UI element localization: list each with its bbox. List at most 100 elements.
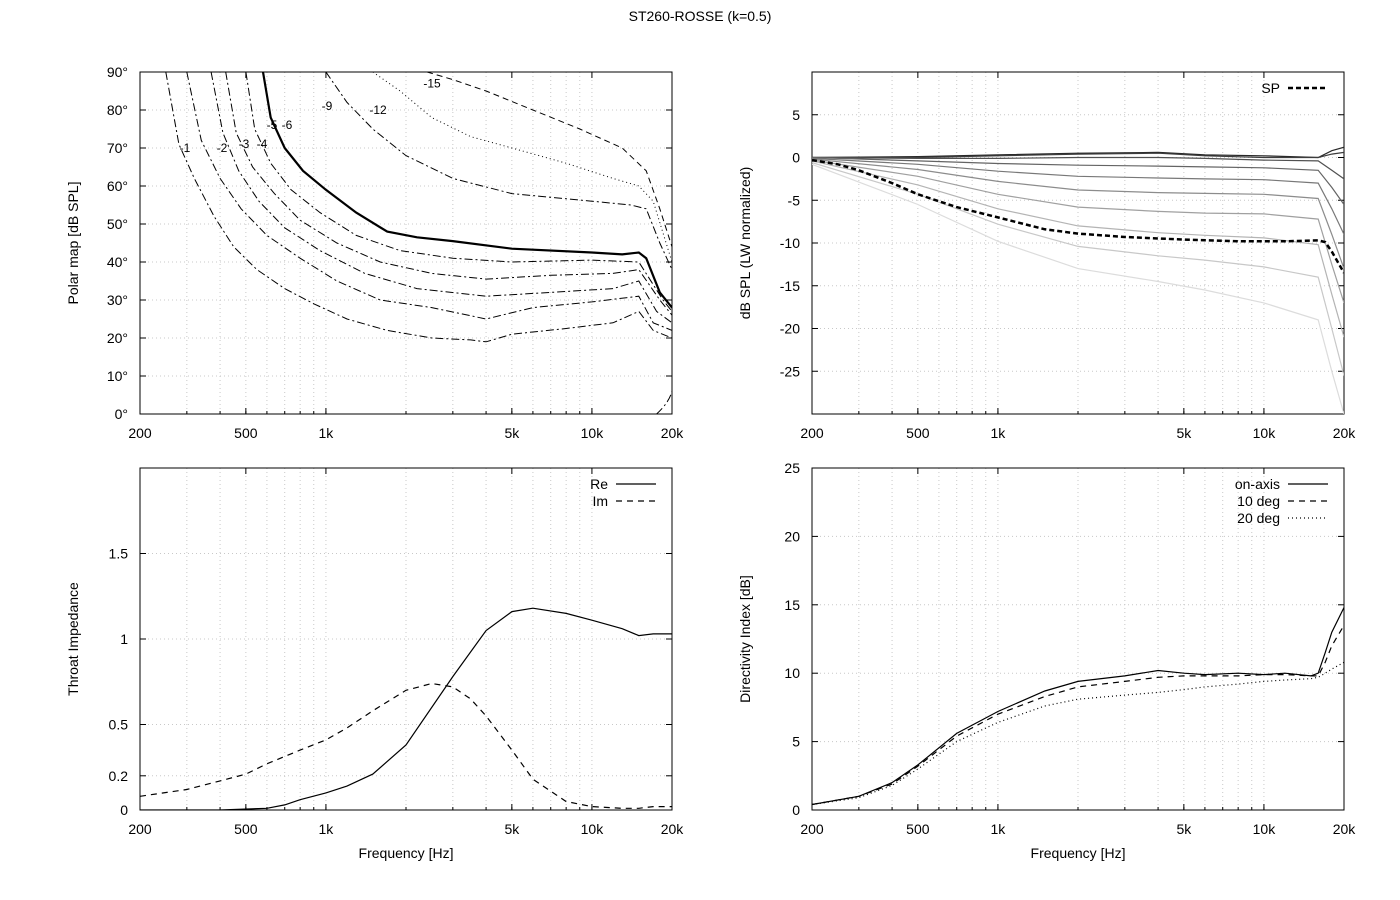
x-tick-label: 500 [234, 425, 258, 441]
contour-label: -3 [239, 137, 250, 151]
y-tick-label: 0 [120, 802, 128, 818]
series-line [140, 607, 672, 810]
angle-curve [812, 160, 1344, 338]
x-tick-label: 500 [906, 821, 930, 837]
y-tick-label: -20 [780, 321, 800, 337]
y-tick-label: 25 [784, 460, 800, 476]
legend-label: Re [590, 476, 608, 492]
di-plot-area [812, 607, 1344, 806]
legend-label: 10 deg [1237, 493, 1280, 509]
x-tick-label: 10k [581, 425, 605, 441]
x-tick-label: 10k [1253, 425, 1277, 441]
y-tick-label: 0 [792, 802, 800, 818]
angle-curve [812, 156, 1344, 180]
angle-curve [812, 163, 1344, 414]
polar-map-panel: 200 500 1k 5k 10k 20k 0° 10° 20° 30° 40° 50° 60° 70° 8… [65, 64, 684, 441]
y-tick-label: 15 [784, 597, 800, 613]
contour-label: -1 [180, 141, 191, 155]
contour-line [245, 72, 672, 312]
y-tick-label: 80° [107, 102, 128, 118]
y-tick-label: 50° [107, 216, 128, 232]
polar-grid [140, 72, 672, 414]
angle-curve [812, 158, 1344, 269]
y-tick-label: 70° [107, 140, 128, 156]
angle-curve [812, 162, 1344, 376]
x-tick-label: 500 [234, 821, 258, 837]
polar-y-axis-label: Polar map [dB SPL] [65, 182, 81, 305]
directivity-index-panel: 200 500 1k 5k 10k 20k 0 5 10 15 20 25 Directivity In… [737, 460, 1356, 861]
x-tick-label: 500 [906, 425, 930, 441]
spl-panel: 200 500 1k 5k 10k 20k -25 -20 -15 -10 -5 0 5 dB SPL (… [737, 71, 1356, 441]
angle-curve [812, 157, 1344, 235]
legend-label: SP [1261, 80, 1280, 96]
spl-x-axis: 200 500 1k 5k 10k 20k [800, 72, 1356, 441]
contour-line [372, 72, 672, 263]
impedance-y-axis-label: Throat Impedance [65, 582, 81, 696]
contour-label: -4 [257, 137, 268, 151]
figure-title: ST260-ROSSE (k=0.5) [628, 8, 772, 24]
y-tick-label: 20 [784, 528, 800, 544]
x-tick-label: 20k [1333, 821, 1357, 837]
contour-line [656, 391, 672, 414]
x-tick-label: 200 [128, 425, 152, 441]
x-tick-label: 1k [991, 821, 1007, 837]
legend-label: Im [592, 493, 608, 509]
contour-line [426, 72, 672, 247]
x-tick-label: 20k [661, 821, 685, 837]
contour-label: -9 [322, 99, 333, 113]
y-tick-label: -25 [780, 363, 800, 379]
di-y-axis-label: Directivity Index [dB] [737, 575, 753, 703]
legend-label: on-axis [1235, 476, 1280, 492]
polar-y-axis: 0° 10° 20° 30° 40° 50° 60° 70° 80° 90° [107, 64, 672, 422]
y-tick-label: 90° [107, 64, 128, 80]
y-tick-label: 60° [107, 178, 128, 194]
series-line [812, 607, 1344, 806]
y-tick-label: -10 [780, 235, 800, 251]
angle-curve [812, 159, 1344, 304]
x-tick-label: 10k [581, 821, 605, 837]
x-tick-label: 5k [1176, 821, 1192, 837]
x-tick-label: 20k [1333, 425, 1357, 441]
series-line [812, 624, 1344, 806]
polar-plot-frame [139, 71, 673, 415]
throat-impedance-panel: 200 500 1k 5k 10k 20k 0 0.2 0.5 1 1.5 Throat Impeda… [65, 467, 684, 861]
angle-curve [812, 156, 1344, 205]
y-tick-label: 0.2 [109, 768, 129, 784]
di-x-axis: 200 500 1k 5k 10k 20k [800, 468, 1356, 837]
polar-plot-area [165, 72, 672, 414]
contour-line [261, 72, 672, 309]
x-tick-label: 5k [504, 425, 520, 441]
contour-label: -15 [423, 76, 441, 90]
di-grid [812, 468, 1344, 810]
spl-y-axis-label: dB SPL (LW normalized) [737, 167, 753, 320]
y-tick-label: -5 [788, 192, 801, 208]
y-tick-label: -15 [780, 278, 800, 294]
impedance-plot-area [140, 607, 672, 810]
contour-label: -12 [369, 103, 387, 117]
y-tick-label: 0 [792, 150, 800, 166]
contour-label: -6 [282, 118, 293, 132]
impedance-y-axis: 0 0.2 0.5 1 1.5 [109, 546, 672, 818]
contour-line [186, 72, 672, 331]
x-tick-label: 200 [800, 425, 824, 441]
contour-label: -2 [217, 141, 228, 155]
spl-legend: SP [1261, 80, 1328, 96]
di-y-axis: 0 5 10 15 20 25 [784, 460, 1344, 818]
legend-label: 20 deg [1237, 510, 1280, 526]
y-tick-label: 0.5 [109, 717, 129, 733]
di-x-axis-label: Frequency [Hz] [1031, 845, 1126, 861]
spl-y-axis: -25 -20 -15 -10 -5 0 5 [780, 107, 1344, 379]
x-tick-label: 5k [504, 821, 520, 837]
x-tick-label: 1k [991, 425, 1007, 441]
x-tick-label: 5k [1176, 425, 1192, 441]
angle-curve [812, 151, 1344, 159]
y-tick-label: 20° [107, 330, 128, 346]
series-line [812, 158, 1344, 274]
y-tick-label: 0° [115, 406, 128, 422]
contour-line [325, 72, 672, 270]
impedance-x-axis: 200 500 1k 5k 10k 20k [128, 468, 684, 837]
contour-label: -5 [267, 118, 278, 132]
